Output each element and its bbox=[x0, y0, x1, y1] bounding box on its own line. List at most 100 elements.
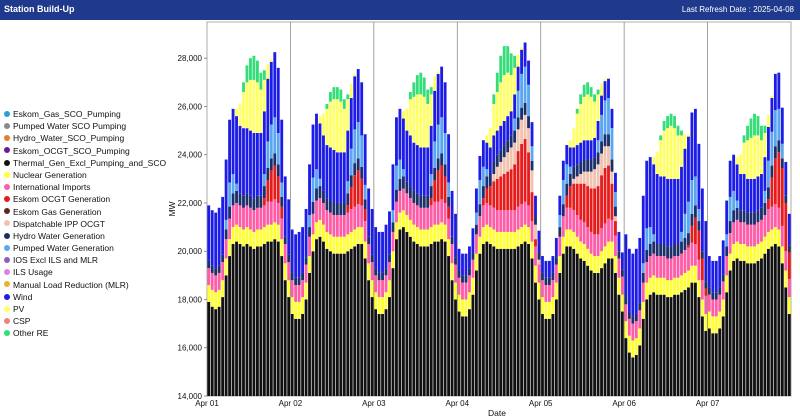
bar-segment bbox=[773, 204, 777, 228]
bar-segment bbox=[415, 75, 419, 95]
bar-segment bbox=[492, 94, 496, 105]
bar-segment bbox=[401, 111, 405, 119]
legend-item[interactable]: Eskom Gas Generation bbox=[4, 206, 174, 218]
bar-segment bbox=[544, 285, 548, 302]
bar-segment bbox=[572, 248, 576, 396]
legend-item[interactable]: Pumped Water SCO Pumping bbox=[4, 120, 174, 132]
bar-segment bbox=[666, 246, 670, 259]
bar-segment bbox=[249, 246, 252, 396]
bar-segment bbox=[374, 309, 378, 396]
bar-segment bbox=[242, 246, 245, 396]
legend-item[interactable]: Other RE bbox=[4, 327, 174, 339]
bar-segment bbox=[530, 146, 534, 161]
bar-segment bbox=[332, 215, 336, 237]
legend-item[interactable]: Wind bbox=[4, 291, 174, 303]
bar-segment bbox=[356, 170, 360, 205]
bar-segment bbox=[575, 108, 579, 114]
bar-segment bbox=[276, 67, 280, 133]
legend-label: Pumped Water Generation bbox=[13, 243, 114, 254]
bar-segment bbox=[579, 142, 583, 162]
bar-segment bbox=[544, 318, 548, 396]
bar-segment bbox=[753, 212, 756, 225]
bar-segment bbox=[481, 205, 485, 228]
bar-segment bbox=[579, 94, 583, 105]
legend-item[interactable]: Dispatchable IPP OCGT bbox=[4, 218, 174, 230]
bar-segment bbox=[221, 280, 225, 298]
bar-segment bbox=[269, 158, 273, 171]
bar-segment bbox=[614, 256, 617, 273]
bar-segment bbox=[481, 227, 485, 244]
legend-item[interactable]: Hydro Water Generation bbox=[4, 230, 174, 242]
y-tick-label: 18,000 bbox=[178, 295, 203, 304]
bar-segment bbox=[600, 251, 603, 269]
bar-segment bbox=[589, 253, 593, 271]
bar-segment bbox=[488, 243, 492, 396]
bar-segment bbox=[579, 174, 583, 184]
bar-segment bbox=[447, 256, 451, 396]
legend-marker-icon bbox=[4, 317, 10, 324]
bar-segment bbox=[454, 264, 457, 283]
bar-segment bbox=[766, 160, 770, 188]
bar-segment bbox=[652, 164, 656, 235]
bar-segment bbox=[565, 183, 569, 196]
bar-segment bbox=[353, 129, 357, 164]
legend-item[interactable]: PV bbox=[4, 303, 174, 315]
bar-segment bbox=[492, 207, 496, 230]
legend-item[interactable]: CSP bbox=[4, 315, 174, 327]
bar-segment bbox=[704, 295, 708, 314]
legend-item[interactable]: Eskom_OCGT_SCO_Pumping bbox=[4, 145, 174, 157]
bar-segment bbox=[516, 246, 520, 396]
bar-segment bbox=[732, 260, 736, 396]
legend-item[interactable]: Manual Load Reduction (MLR) bbox=[4, 279, 174, 291]
bar-segment bbox=[645, 250, 649, 263]
bar-segment bbox=[763, 253, 767, 396]
bar-segment bbox=[620, 252, 624, 270]
bar-segment bbox=[273, 239, 277, 396]
bar-segment bbox=[242, 229, 245, 247]
bar-segment bbox=[589, 188, 593, 232]
bar-segment bbox=[457, 270, 461, 278]
bar-segment bbox=[780, 225, 784, 247]
y-axis-label: MW bbox=[167, 201, 177, 216]
bar-segment bbox=[766, 209, 770, 232]
bar-segment bbox=[391, 251, 395, 269]
bar-segment bbox=[631, 316, 635, 324]
legend-item[interactable]: Pumped Water Generation bbox=[4, 242, 174, 254]
bar-segment bbox=[454, 257, 457, 265]
bar-segment bbox=[273, 153, 277, 166]
bar-segment bbox=[520, 143, 524, 205]
legend-marker-icon bbox=[4, 147, 10, 154]
bar-segment bbox=[634, 354, 638, 396]
bar-segment bbox=[391, 210, 395, 223]
bar-segment bbox=[746, 178, 749, 213]
bar-segment bbox=[631, 357, 635, 396]
bar-segment bbox=[412, 96, 416, 143]
bar-segment bbox=[360, 205, 364, 228]
bar-segment bbox=[690, 213, 694, 226]
legend-item[interactable]: IOS Excl ILS and MLR bbox=[4, 254, 174, 266]
legend-item[interactable]: ILS Usage bbox=[4, 266, 174, 278]
legend-item[interactable]: Eskom OCGT Generation bbox=[4, 193, 174, 205]
bar-segment bbox=[318, 219, 322, 237]
bar-segment bbox=[419, 94, 423, 148]
bar-segment bbox=[753, 113, 756, 136]
legend-item[interactable]: Eskom_Gas_SCO_Pumping bbox=[4, 108, 174, 120]
legend-item[interactable]: Hydro_Water_SCO_Pumping bbox=[4, 132, 174, 144]
bar-segment bbox=[617, 294, 621, 396]
bar-segment bbox=[450, 190, 454, 237]
legend-item[interactable]: Nuclear Generation bbox=[4, 169, 174, 181]
bar-segment bbox=[603, 263, 607, 396]
bar-segment bbox=[700, 258, 704, 281]
bar-segment bbox=[582, 159, 586, 172]
bar-segment bbox=[499, 161, 503, 177]
legend-item[interactable]: Thermal_Gen_Excl_Pumping_and_SCO bbox=[4, 157, 174, 169]
bar-segment bbox=[572, 183, 576, 211]
bar-segment bbox=[273, 117, 277, 154]
bar-segment bbox=[697, 259, 701, 281]
bar-segment bbox=[770, 131, 774, 166]
legend-item[interactable]: International Imports bbox=[4, 181, 174, 193]
bar-segment bbox=[207, 205, 211, 261]
bar-segment bbox=[662, 294, 666, 396]
bar-segment bbox=[568, 147, 572, 167]
bar-segment bbox=[732, 222, 736, 244]
